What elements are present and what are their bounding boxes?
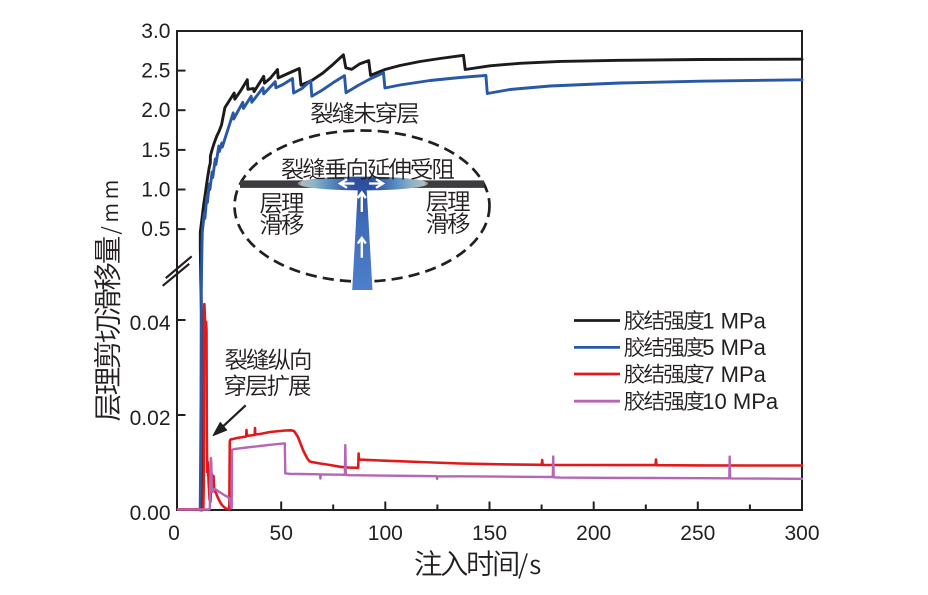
svg-text:3.0: 3.0 [141, 20, 170, 43]
svg-text:250: 250 [680, 522, 715, 545]
svg-text:50: 50 [270, 522, 293, 545]
svg-text:0.04: 0.04 [130, 312, 171, 335]
svg-text:1 MPa: 1 MPa [702, 308, 766, 333]
svg-text:100: 100 [368, 522, 403, 545]
svg-text:1.0: 1.0 [141, 179, 170, 202]
svg-text:0: 0 [168, 522, 180, 545]
svg-text:2.5: 2.5 [141, 60, 170, 83]
svg-text:0.00: 0.00 [130, 502, 171, 525]
svg-text:200: 200 [576, 522, 611, 545]
svg-text:1.5: 1.5 [141, 139, 170, 162]
svg-text:150: 150 [472, 522, 507, 545]
svg-text:2.0: 2.0 [141, 99, 170, 122]
svg-text:0.02: 0.02 [130, 407, 171, 430]
svg-text:10 MPa: 10 MPa [702, 389, 779, 414]
svg-text:0.5: 0.5 [141, 218, 170, 241]
svg-text:7 MPa: 7 MPa [702, 362, 766, 387]
svg-text:300: 300 [784, 522, 819, 545]
svg-text:5 MPa: 5 MPa [702, 335, 766, 360]
